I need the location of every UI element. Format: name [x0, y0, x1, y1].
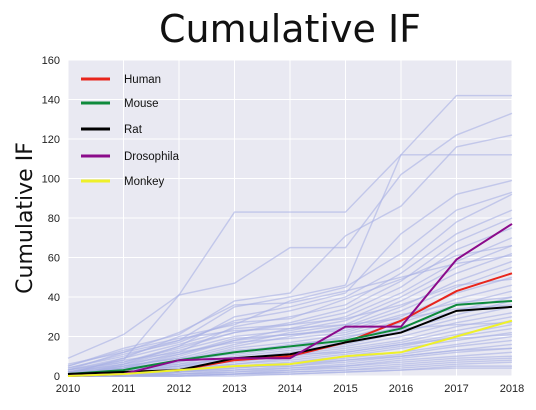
y-tick-label: 160 — [42, 55, 60, 67]
y-tick-label: 40 — [48, 292, 60, 304]
background-series-line — [67, 112, 513, 373]
background-series-line — [68, 367, 512, 377]
background-series-group — [67, 94, 513, 377]
background-series-line — [68, 347, 513, 377]
x-tick-label: 2012 — [167, 383, 191, 395]
series-line-mouse — [67, 299, 513, 376]
series-line-monkey — [67, 319, 513, 377]
main-series-group — [67, 223, 513, 377]
y-axis-label: Cumulative IF — [13, 142, 38, 294]
legend-label-human: Human — [124, 74, 161, 86]
background-series-line — [67, 134, 513, 367]
legend-label-rat: Rat — [124, 124, 143, 136]
legend-label-monkey: Monkey — [124, 176, 165, 188]
y-tick-label: 20 — [48, 332, 60, 344]
x-tick-label: 2016 — [389, 383, 413, 395]
background-series-line — [67, 300, 513, 375]
x-tick-label: 2017 — [444, 383, 468, 395]
legend-label-mouse: Mouse — [124, 98, 159, 110]
y-tick-label: 100 — [42, 174, 60, 186]
x-tick-label: 2014 — [278, 383, 302, 395]
x-tick-label: 2010 — [56, 383, 80, 395]
series-line-drosophila — [67, 223, 513, 377]
y-tick-label: 80 — [48, 213, 60, 225]
x-tick-label: 2011 — [112, 383, 136, 395]
chart-title: Cumulative IF — [159, 7, 421, 51]
x-tick-label: 2018 — [500, 383, 524, 395]
legend: Human Mouse Rat Drosophila Monkey — [81, 74, 180, 188]
background-series-line — [67, 94, 512, 359]
x-tick-label: 2013 — [222, 383, 246, 395]
y-tick-label: 140 — [42, 95, 60, 107]
background-series-line — [67, 244, 513, 377]
background-series-line — [67, 244, 513, 369]
legend-label-drosophila: Drosophila — [124, 151, 180, 163]
y-tick-labels: 0 20 40 60 80 100 120 140 160 — [42, 55, 60, 383]
background-series-line — [67, 278, 513, 371]
y-tick-label: 0 — [54, 371, 60, 383]
background-series-line — [67, 154, 512, 371]
x-tick-label: 2015 — [333, 383, 357, 395]
y-tick-label: 60 — [48, 253, 60, 265]
background-series-line — [67, 296, 513, 373]
x-tick-labels: 2010 2011 2012 2013 2014 2015 2016 2017 2018 — [56, 383, 524, 395]
series-line-rat — [67, 305, 513, 376]
y-tick-label: 120 — [42, 134, 60, 146]
